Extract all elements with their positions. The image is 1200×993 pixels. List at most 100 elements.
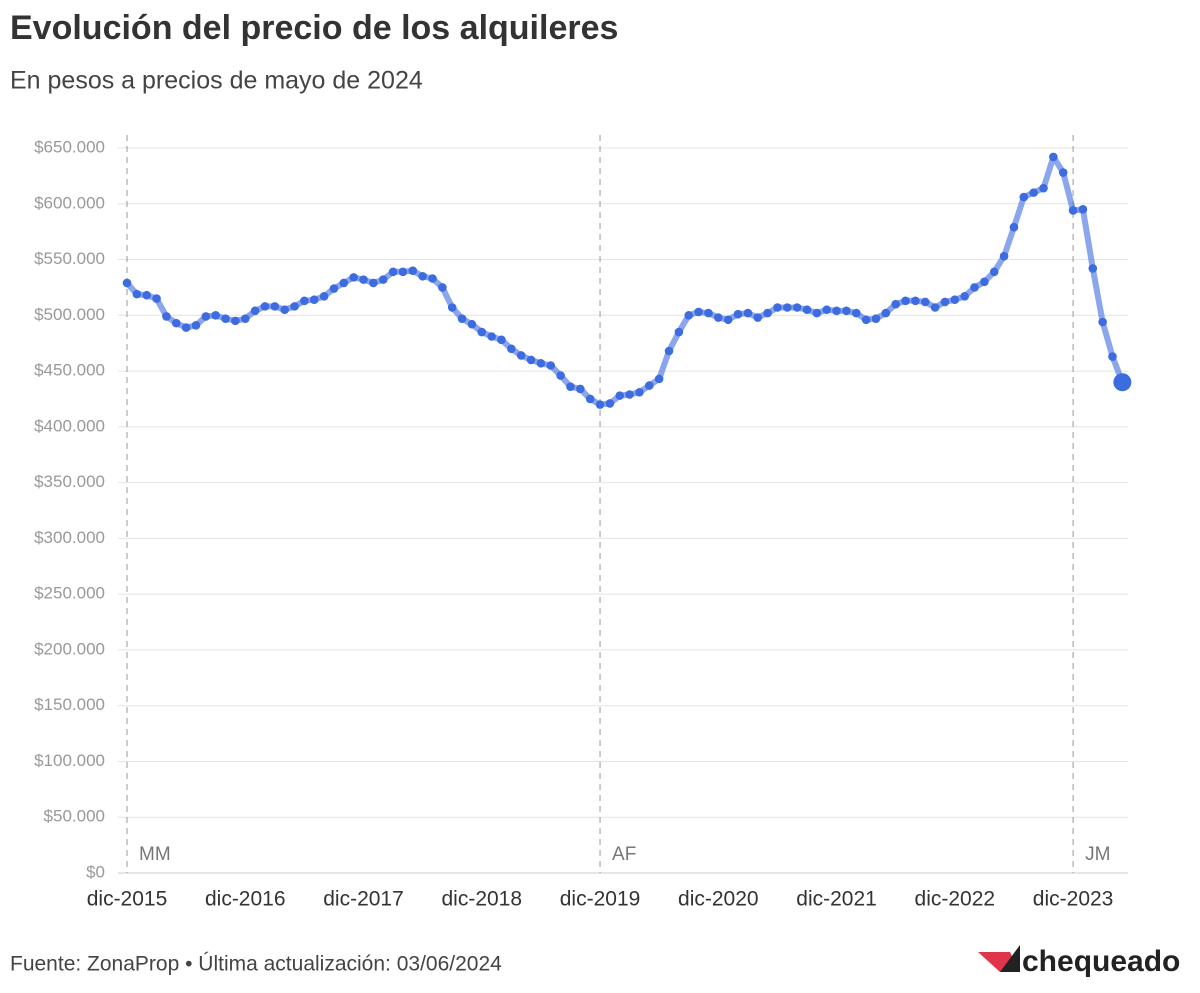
- logo-text: chequeado: [1022, 945, 1180, 978]
- data-point: [989, 267, 999, 277]
- data-point: [260, 302, 270, 311]
- x-tick-label: dic-2022: [915, 888, 996, 911]
- data-point: [240, 314, 250, 323]
- data-point: [773, 303, 782, 312]
- data-point: [802, 305, 812, 315]
- data-point: [733, 309, 743, 319]
- x-tick-label: dic-2019: [560, 888, 641, 911]
- data-point: [625, 390, 634, 399]
- data-point: [349, 273, 358, 282]
- data-point: [576, 384, 585, 394]
- y-tick-label: $100.000: [34, 751, 105, 770]
- data-point: [280, 305, 289, 315]
- data-point: [645, 381, 654, 390]
- data-point: [1098, 317, 1107, 327]
- y-tick-label: $50.000: [44, 807, 105, 826]
- data-point: [388, 267, 398, 277]
- data-point: [901, 296, 910, 306]
- y-tick-label: $150.000: [34, 695, 105, 714]
- data-point: [753, 313, 763, 322]
- data-point: [300, 296, 309, 306]
- data-point: [221, 314, 230, 323]
- data-point: [674, 327, 684, 337]
- y-tick-label: $350.000: [34, 472, 105, 491]
- y-tick-label: $200.000: [34, 639, 105, 658]
- data-point: [477, 327, 487, 337]
- data-point: [635, 387, 644, 397]
- x-tick-label: dic-2023: [1033, 888, 1114, 911]
- data-point: [152, 294, 161, 303]
- data-point: [832, 306, 841, 316]
- data-point: [191, 321, 201, 330]
- data-point: [1108, 352, 1117, 361]
- source-note: Fuente: ZonaProp • Última actualización:…: [10, 953, 502, 976]
- data-point: [950, 295, 960, 304]
- data-point: [861, 315, 871, 325]
- annotation-label: AF: [612, 844, 636, 865]
- data-point: [940, 297, 950, 307]
- data-point: [162, 312, 171, 321]
- data-point: [1068, 206, 1078, 215]
- data-point: [1039, 183, 1048, 193]
- y-tick-label: $600.000: [34, 193, 105, 212]
- data-point: [507, 344, 516, 354]
- data-point: [211, 311, 220, 320]
- data-point: [1049, 152, 1058, 162]
- data-point: [1019, 192, 1029, 202]
- data-point: [457, 314, 467, 323]
- data-point: [329, 284, 339, 293]
- data-point: [487, 332, 496, 341]
- data-point: [497, 335, 506, 345]
- data-point: [270, 302, 280, 311]
- y-tick-label: $650.000: [34, 137, 105, 156]
- data-point: [122, 278, 132, 288]
- data-point: [822, 305, 832, 315]
- data-point: [359, 275, 368, 284]
- x-tick-label: dic-2017: [323, 888, 404, 911]
- data-point: [536, 358, 546, 368]
- data-point: [181, 323, 191, 332]
- y-tick-label: $550.000: [34, 249, 105, 268]
- x-tick-label: dic-2018: [441, 888, 522, 911]
- data-point: [378, 275, 388, 284]
- x-tick-label: dic-2021: [796, 888, 877, 911]
- data-point: [319, 292, 329, 301]
- data-point: [171, 318, 181, 328]
- data-point: [782, 303, 792, 312]
- data-point: [605, 399, 615, 408]
- y-tick-label: $250.000: [34, 584, 105, 603]
- data-point: [132, 289, 142, 299]
- data-point: [654, 374, 664, 384]
- data-point: [201, 312, 211, 321]
- y-tick-label: $0: [86, 862, 105, 881]
- logo: chequeado: [978, 945, 1180, 978]
- data-point: [960, 292, 969, 301]
- chart-subtitle: En pesos a precios de mayo de 2024: [10, 67, 423, 95]
- data-point: [999, 251, 1009, 261]
- data-line: [124, 153, 1126, 408]
- y-tick-label: $450.000: [34, 361, 105, 380]
- data-point: [1088, 264, 1098, 273]
- y-tick-label: $400.000: [34, 416, 105, 435]
- x-tick-label: dic-2020: [678, 888, 759, 911]
- data-point: [398, 267, 408, 277]
- data-point: [566, 382, 575, 391]
- data-point: [1113, 373, 1132, 392]
- y-tick-label: $500.000: [34, 305, 105, 324]
- data-point: [763, 308, 772, 318]
- data-point: [970, 283, 979, 292]
- data-point: [920, 297, 930, 307]
- data-point: [1029, 188, 1038, 197]
- data-point: [664, 346, 674, 356]
- data-point: [723, 315, 733, 325]
- x-tick-label: dic-2016: [205, 888, 286, 911]
- data-point: [812, 308, 822, 318]
- data-point: [142, 290, 152, 300]
- x-tick-label: dic-2015: [87, 888, 168, 911]
- data-point: [418, 271, 427, 281]
- data-point: [911, 296, 920, 306]
- data-point: [546, 361, 556, 370]
- logo-mark: [1000, 945, 1020, 972]
- y-tick-label: $300.000: [34, 528, 105, 547]
